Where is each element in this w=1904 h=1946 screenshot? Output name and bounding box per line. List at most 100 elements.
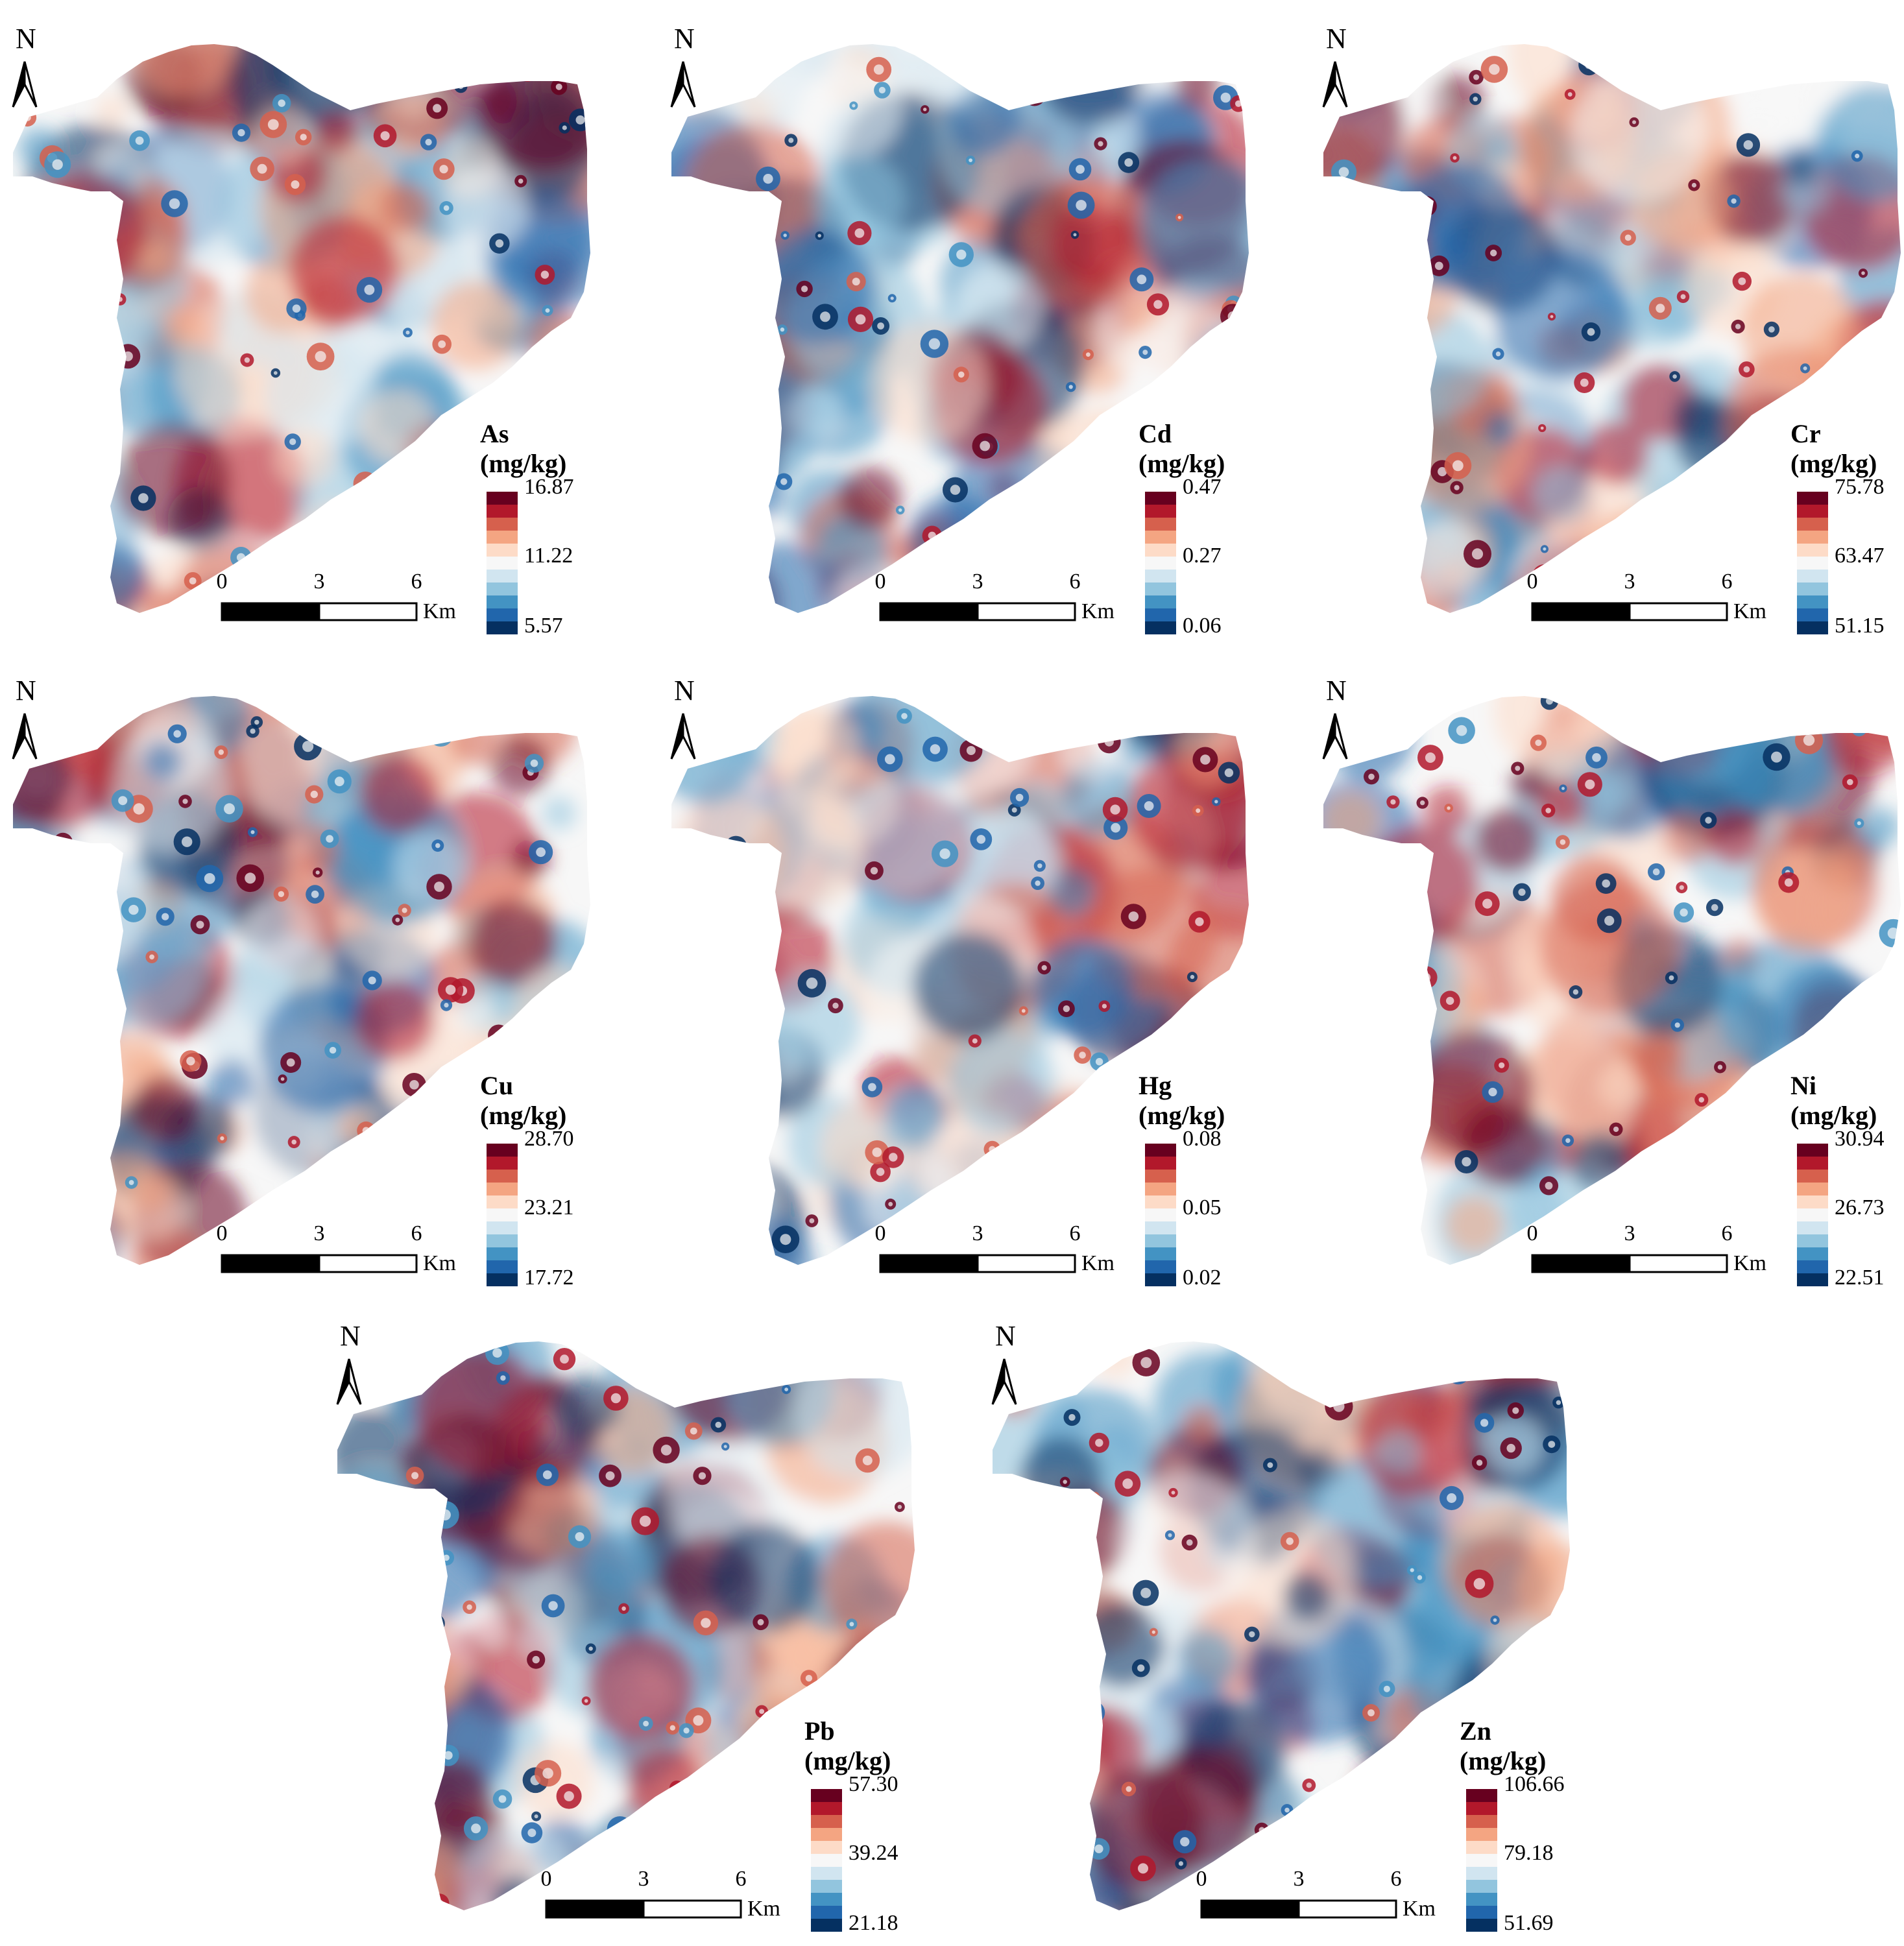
north-label: N	[1326, 675, 1347, 706]
legend-max-value: 0.47	[1183, 475, 1222, 499]
unit-label: (mg/kg)	[480, 449, 567, 478]
legend-mid-value: 23.21	[524, 1195, 574, 1219]
unit-label: (mg/kg)	[1460, 1746, 1547, 1775]
pb-map-figure	[336, 1341, 915, 1932]
scale-tick-label: 6	[411, 570, 422, 594]
north-label: N	[995, 1320, 1016, 1352]
scale-tick-label: 0	[874, 1221, 886, 1245]
scale-tick-label: 6	[735, 1867, 747, 1891]
cd-map-figure	[670, 44, 1249, 634]
zn-legend-colorbar	[1466, 1789, 1497, 1932]
scale-unit-label: Km	[423, 599, 456, 623]
legend-mid-value: 0.05	[1183, 1195, 1222, 1219]
legend-min-value: 5.57	[524, 614, 563, 638]
north-arrow-icon	[1322, 61, 1348, 108]
legend-mid-value: 63.47	[1835, 544, 1885, 568]
cd-legend-colorbar	[1145, 492, 1176, 634]
cu-map-figure	[12, 696, 590, 1286]
cd-surface	[671, 44, 1249, 613]
scale-tick-label: 3	[1624, 570, 1635, 594]
scale-unit-label: Km	[1403, 1897, 1436, 1921]
legend-min-value: 51.69	[1504, 1911, 1554, 1935]
legend-max-value: 0.08	[1183, 1127, 1222, 1151]
scale-tick-label: 3	[972, 570, 983, 594]
scale-tick-label: 6	[1721, 1221, 1733, 1245]
cu-legend-colorbar	[487, 1144, 518, 1286]
scale-bar	[879, 1254, 1076, 1273]
cu-element-label: Cu (mg/kg)	[480, 1071, 566, 1131]
legend-max-value: 30.94	[1835, 1127, 1885, 1151]
scale-bar	[1531, 1254, 1728, 1273]
ni-legend-colorbar	[1797, 1144, 1828, 1286]
map-panel-pb: N Pb (mg/kg) 57.30 39.24 21.18 0 3 6 Km	[336, 1304, 960, 1946]
north-label: N	[1326, 23, 1347, 54]
ni-element-label: Ni (mg/kg)	[1790, 1071, 1877, 1131]
scale-bar	[221, 602, 418, 621]
scale-tick-label: 0	[540, 1867, 552, 1891]
unit-label: (mg/kg)	[1139, 449, 1225, 478]
legend-max-value: 75.78	[1835, 475, 1885, 499]
scale-unit-label: Km	[1081, 1251, 1115, 1275]
scale-tick-label: 6	[1069, 1221, 1081, 1245]
cr-legend-colorbar	[1797, 492, 1828, 634]
map-panel-cr: N Cr (mg/kg) 75.78 63.47 51.15 0 3 6 Km	[1322, 6, 1904, 649]
north-arrow-icon	[12, 713, 38, 760]
scale-tick-label: 0	[1526, 570, 1538, 594]
north-label: N	[16, 23, 36, 54]
scale-bar	[879, 602, 1076, 621]
legend-min-value: 17.72	[524, 1266, 574, 1290]
north-arrow-icon	[1322, 713, 1348, 760]
element-symbol: Pb	[804, 1716, 835, 1746]
unit-label: (mg/kg)	[1790, 1101, 1877, 1130]
legend-max-value: 106.66	[1504, 1772, 1565, 1796]
element-symbol: Zn	[1460, 1716, 1491, 1746]
map-panel-hg: N Hg (mg/kg) 0.08 0.05 0.02 0 3 6 Km	[670, 658, 1294, 1301]
legend-min-value: 22.51	[1835, 1266, 1885, 1290]
ni-map-figure	[1322, 696, 1901, 1286]
north-arrow-icon	[670, 713, 696, 760]
scale-bar	[1200, 1899, 1397, 1919]
as-element-label: As (mg/kg)	[480, 419, 566, 479]
north-arrow-icon	[336, 1358, 362, 1405]
north-label: N	[340, 1320, 361, 1352]
scale-tick-label: 6	[1390, 1867, 1402, 1891]
map-panel-as: N As (mg/kg) 16.87 11.22 5.57 0 3 6 Km	[12, 6, 636, 649]
legend-max-value: 57.30	[849, 1772, 898, 1796]
hg-map-figure	[670, 696, 1249, 1286]
zn-surface	[993, 1341, 1570, 1910]
scale-tick-label: 3	[313, 1221, 325, 1245]
scale-tick-label: 6	[1069, 570, 1081, 594]
north-label: N	[674, 675, 695, 706]
scale-unit-label: Km	[1733, 599, 1766, 623]
cr-map-figure	[1322, 44, 1901, 634]
map-panel-cu: N Cu (mg/kg) 28.70 23.21 17.72 0 3 6 Km	[12, 658, 636, 1301]
north-arrow-icon	[991, 1358, 1017, 1405]
map-panel-cd: N Cd (mg/kg) 0.47 0.27 0.06 0 3 6 Km	[670, 6, 1294, 649]
scale-bar	[1531, 602, 1728, 621]
legend-mid-value: 0.27	[1183, 544, 1222, 568]
pb-element-label: Pb (mg/kg)	[804, 1716, 891, 1776]
legend-min-value: 51.15	[1835, 614, 1885, 638]
element-symbol: As	[480, 419, 509, 448]
pb-legend-colorbar	[811, 1789, 842, 1932]
north-label: N	[16, 675, 36, 706]
as-map-figure	[12, 44, 590, 634]
legend-max-value: 28.70	[524, 1127, 574, 1151]
hg-element-label: Hg (mg/kg)	[1139, 1071, 1225, 1131]
as-legend-colorbar	[487, 492, 518, 634]
scale-tick-label: 6	[411, 1221, 422, 1245]
unit-label: (mg/kg)	[804, 1746, 891, 1775]
unit-label: (mg/kg)	[1790, 449, 1877, 478]
element-symbol: Hg	[1139, 1071, 1172, 1100]
legend-min-value: 21.18	[849, 1911, 898, 1935]
scale-tick-label: 3	[1293, 1867, 1305, 1891]
legend-min-value: 0.02	[1183, 1266, 1222, 1290]
zn-element-label: Zn (mg/kg)	[1460, 1716, 1546, 1776]
scale-tick-label: 0	[216, 570, 228, 594]
scale-tick-label: 0	[1196, 1867, 1207, 1891]
legend-mid-value: 11.22	[524, 544, 573, 568]
legend-mid-value: 79.18	[1504, 1841, 1554, 1865]
element-symbol: Cr	[1790, 419, 1821, 448]
scale-bar	[545, 1899, 742, 1919]
scale-tick-label: 0	[1526, 1221, 1538, 1245]
